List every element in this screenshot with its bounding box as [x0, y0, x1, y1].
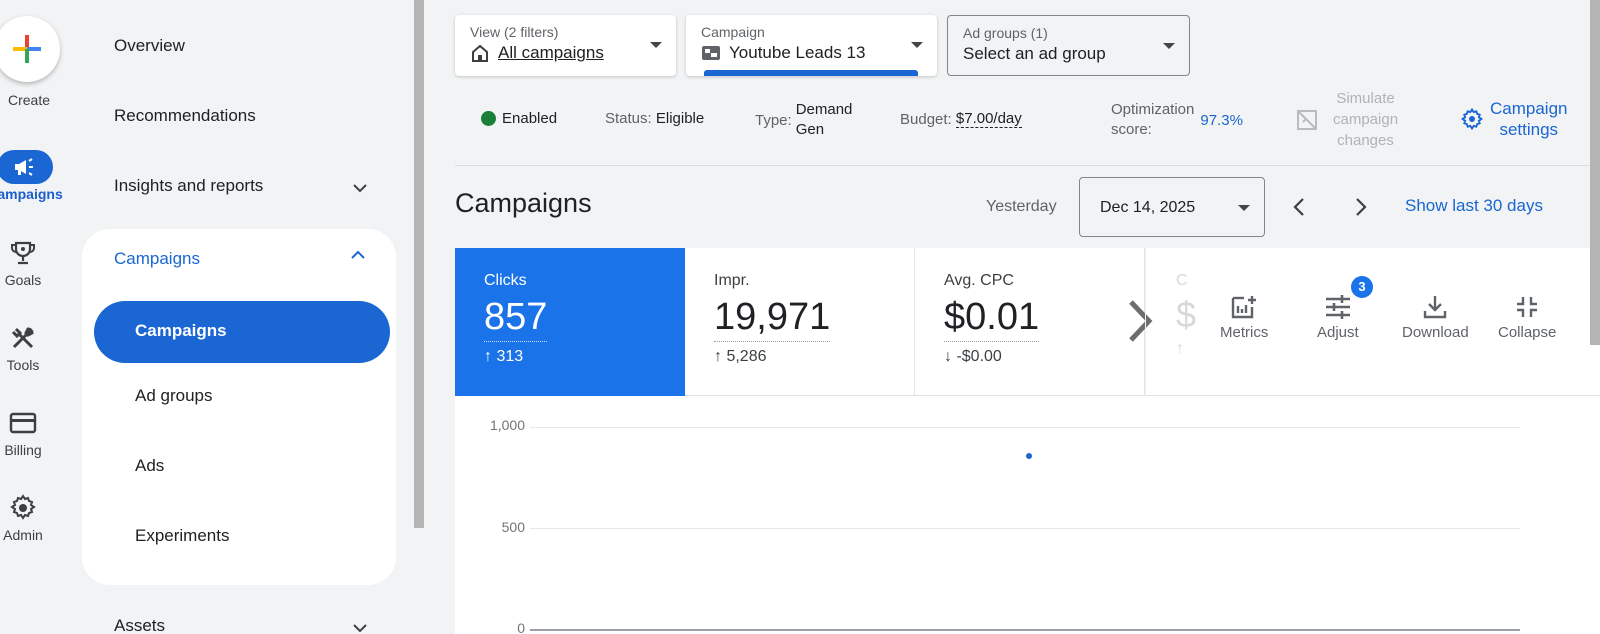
eligibility-status: Status: Eligible	[605, 110, 705, 127]
home-icon	[472, 44, 488, 62]
trophy-icon	[10, 236, 36, 270]
nav-sub-item-experiments[interactable]: Experiments	[135, 526, 230, 545]
campaign-filter-dropdown[interactable]: Campaign Youtube Leads 13	[686, 15, 937, 76]
nav-sub-item-ads[interactable]: Ads	[135, 456, 165, 475]
chevron-down-icon[interactable]	[350, 618, 370, 634]
video-campaign-icon	[702, 46, 720, 60]
add-chart-icon	[1231, 296, 1257, 319]
x-axis-baseline	[530, 629, 1520, 631]
download-icon	[1424, 296, 1447, 319]
rail-item-admin[interactable]: Admin	[0, 491, 58, 543]
create-button[interactable]	[0, 16, 60, 82]
main-content: View (2 filters) All campaigns Campaign …	[455, 0, 1600, 634]
selection-indicator	[704, 70, 918, 76]
megaphone-icon	[0, 150, 53, 184]
y-axis-tick: 500	[501, 519, 525, 535]
rail-item-billing[interactable]: Billing	[0, 406, 58, 458]
left-rail: Create Campaigns Goals Tools Billing Adm…	[0, 0, 80, 634]
metrics-button[interactable]: Metrics	[1220, 294, 1268, 341]
y-axis-tick: 0	[517, 620, 525, 634]
view-filter-dropdown[interactable]: View (2 filters) All campaigns	[455, 15, 676, 76]
data-point[interactable]	[1026, 453, 1032, 459]
nav-item-overview[interactable]: Overview	[114, 36, 185, 55]
adjust-button[interactable]: Adjust 3	[1317, 276, 1373, 341]
nav-sub-item-campaigns[interactable]: Campaigns	[94, 301, 390, 363]
metric-scorecards: Clicks 857 ↑ 313 Impr. 19,971 ↑ 5,286 Av…	[455, 248, 1600, 396]
chevron-right-icon[interactable]	[1125, 296, 1155, 346]
tools-icon	[10, 321, 36, 355]
credit-card-icon	[9, 406, 37, 440]
ad-groups-filter-dropdown[interactable]: Ad groups (1) Select an ad group	[947, 15, 1190, 76]
nav-group-campaigns: Campaigns Campaigns Ad groups Ads Experi…	[82, 229, 396, 585]
enabled-status[interactable]: Enabled	[481, 110, 557, 127]
rail-item-tools[interactable]: Tools	[0, 321, 58, 373]
date-range-picker[interactable]: Dec 14, 2025	[1079, 177, 1265, 237]
collapse-button[interactable]: Collapse	[1498, 294, 1556, 341]
nav-item-insights-and-reports[interactable]: Insights and reports	[114, 176, 264, 195]
show-last-30-days-link[interactable]: Show last 30 days	[1405, 196, 1543, 215]
plus-icon	[13, 35, 41, 63]
y-axis-tick: 1,000	[489, 417, 525, 433]
chevron-up-icon[interactable]	[348, 245, 368, 265]
collapse-icon	[1517, 297, 1538, 317]
performance-chart: 1,000 500 0	[455, 396, 1600, 634]
status-dot-icon	[481, 111, 496, 126]
download-button[interactable]: Download	[1402, 294, 1469, 341]
chevron-down-icon[interactable]	[350, 178, 370, 198]
campaign-status-bar: Enabled Status: Eligible Type: Demand Gen…	[455, 90, 1600, 166]
rail-item-goals[interactable]: Goals	[0, 236, 58, 288]
previous-date-button[interactable]	[1285, 192, 1315, 222]
caret-down-icon	[650, 42, 662, 48]
adjust-count-badge: 3	[1351, 276, 1373, 298]
scorecard-avg-cpc[interactable]: Avg. CPC $0.01 ↓ -$0.00	[915, 248, 1145, 396]
nav-scrollbar[interactable]	[414, 0, 424, 528]
simulate-disabled-icon	[1297, 109, 1317, 130]
scorecard-clicks[interactable]: Clicks 857 ↑ 313	[455, 248, 685, 396]
rail-item-campaigns[interactable]: Campaigns	[0, 150, 70, 202]
caret-down-icon	[911, 42, 923, 48]
caret-down-icon	[1238, 205, 1250, 211]
nav-panel: Overview Recommendations Insights and re…	[80, 0, 410, 634]
nav-item-assets[interactable]: Assets	[114, 616, 166, 634]
scorecard-faded: C $ ↑	[1145, 248, 1205, 396]
simulate-changes-button[interactable]: Simulate campaign changes	[1295, 88, 1398, 151]
page-scrollbar[interactable]	[1590, 0, 1600, 345]
gear-icon	[1460, 107, 1484, 131]
gear-icon	[9, 491, 37, 525]
nav-group-title-campaigns[interactable]: Campaigns	[114, 249, 200, 268]
gridline	[530, 427, 1520, 428]
rail-create-label[interactable]: Create	[7, 92, 51, 108]
campaign-settings-button[interactable]: Campaign settings	[1460, 98, 1568, 140]
scorecard-impressions[interactable]: Impr. 19,971 ↑ 5,286	[685, 248, 915, 396]
gridline	[530, 528, 1520, 529]
nav-sub-item-ad-groups[interactable]: Ad groups	[135, 386, 213, 405]
nav-item-recommendations[interactable]: Recommendations	[114, 106, 256, 125]
campaign-budget[interactable]: Budget: $7.00/day	[900, 110, 1022, 128]
sliders-icon	[1325, 295, 1350, 319]
optimization-score[interactable]: Optimization score: 97.3%	[1111, 101, 1243, 138]
caret-down-icon	[1163, 43, 1175, 49]
next-date-button[interactable]	[1345, 192, 1375, 222]
page-title: Campaigns	[455, 188, 592, 218]
date-preset-label: Yesterday	[986, 198, 1057, 215]
page-header: Campaigns Yesterday Dec 14, 2025 Show la…	[455, 170, 1600, 242]
campaign-type: Type: Demand Gen	[755, 101, 853, 138]
